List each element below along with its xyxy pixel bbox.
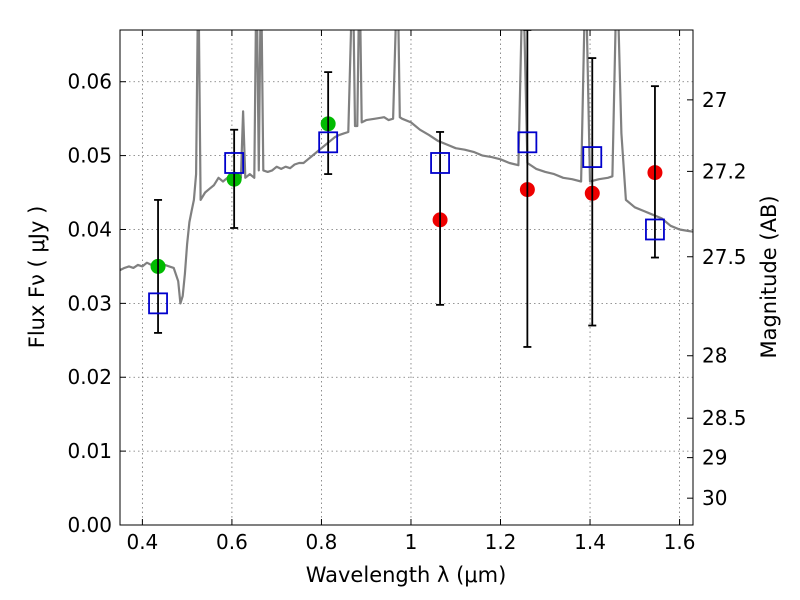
model-band-flux-square <box>517 131 538 154</box>
y-tick-label: 0.06 <box>67 70 112 94</box>
magnitude-tick-label: 28 <box>702 344 727 368</box>
x-tick-label: 0.6 <box>216 530 248 554</box>
data-layer <box>120 30 693 348</box>
y-tick-label: 0.05 <box>67 144 112 168</box>
x-tick-label: 1 <box>405 530 418 554</box>
magnitude-tick-label: 28.5 <box>702 406 747 430</box>
model-band-flux-square <box>318 131 339 154</box>
y-tick-label: 0.02 <box>67 365 112 389</box>
y-axis-right-label: Magnitude (AB) <box>757 195 781 358</box>
ticks: 0.4 0.6 0.8 1 1.2 1.4 1.6 0.00 0.01 0.02 0.03 0.04 0… <box>67 30 747 554</box>
magnitude-tick-label: 27.2 <box>702 159 747 183</box>
x-tick-label: 0.8 <box>306 530 338 554</box>
model-band-flux-square <box>224 152 245 174</box>
grid <box>120 30 693 526</box>
y-tick-label: 0.00 <box>67 513 112 537</box>
x-tick-label: 1.2 <box>485 530 517 554</box>
y-tick-label: 0.03 <box>67 291 112 315</box>
magnitude-tick-label: 30 <box>702 486 727 510</box>
x-tick-label: 1.6 <box>664 530 696 554</box>
y-axis-label: Flux Fν ( μJy ) <box>25 206 49 349</box>
model-band-flux-square <box>645 218 665 241</box>
x-axis-label: Wavelength λ (μm) <box>306 563 507 587</box>
model-band-flux-square <box>148 292 168 315</box>
y-tick-label: 0.04 <box>67 217 112 241</box>
x-tick-label: 1.4 <box>574 530 606 554</box>
plot-frame <box>119 29 694 526</box>
x-tick-label: 0.4 <box>126 530 158 554</box>
model-band-flux-square <box>430 152 450 174</box>
magnitude-tick-label: 27 <box>702 88 727 112</box>
y-tick-label: 0.01 <box>67 439 112 463</box>
magnitude-tick-label: 29 <box>702 446 727 470</box>
model-band-flux-square <box>582 146 603 168</box>
magnitude-tick-label: 27.5 <box>702 245 747 269</box>
